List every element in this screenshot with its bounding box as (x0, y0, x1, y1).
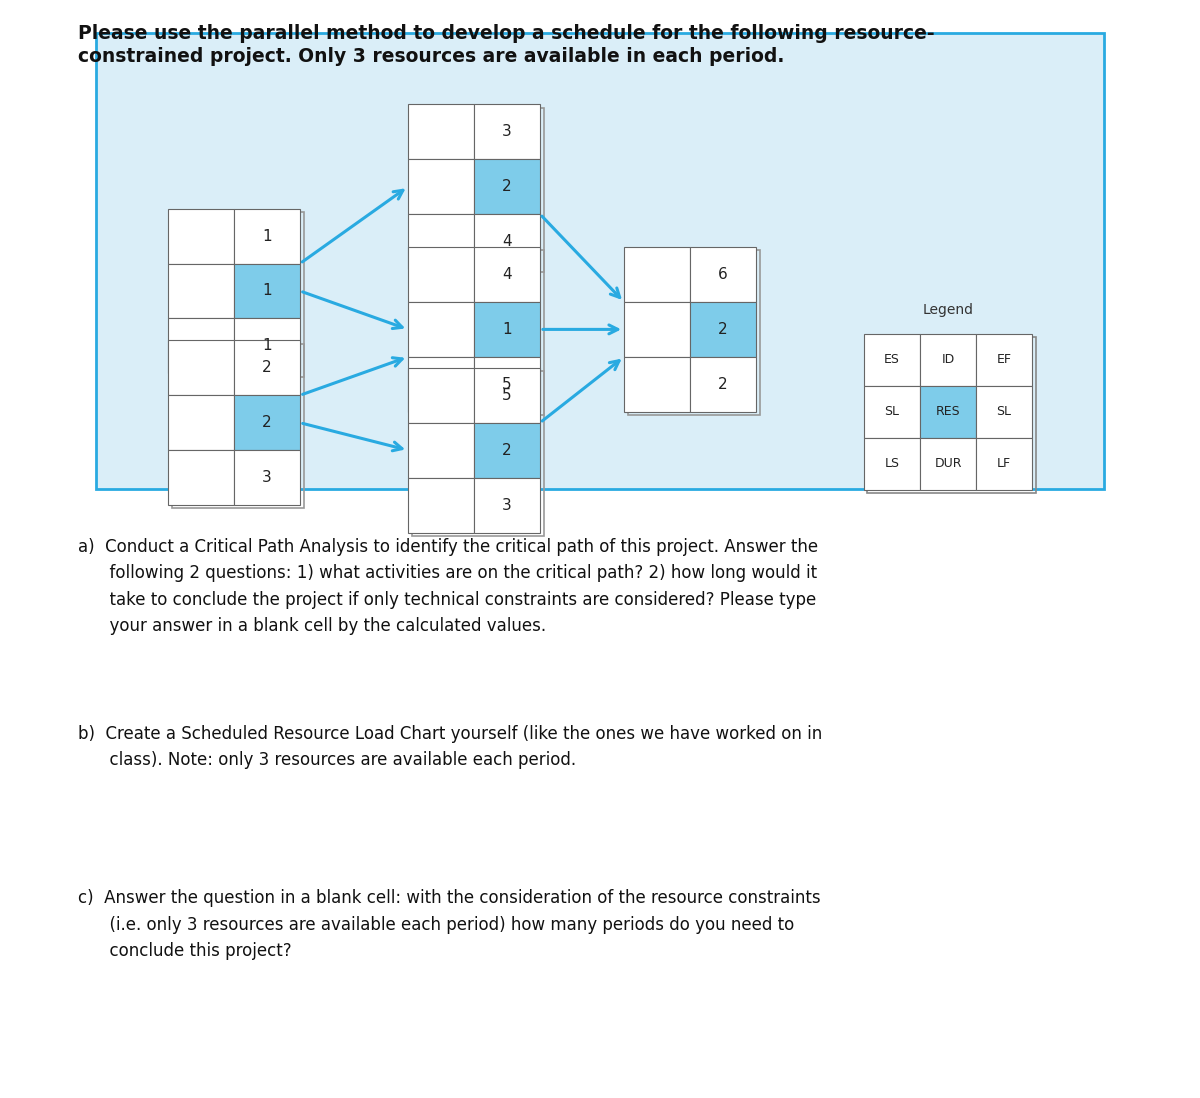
Text: 6: 6 (718, 267, 728, 282)
FancyBboxPatch shape (474, 104, 540, 159)
FancyBboxPatch shape (168, 340, 234, 395)
Text: c)  Answer the question in a blank cell: with the consideration of the resource : c) Answer the question in a blank cell: … (78, 889, 821, 960)
FancyBboxPatch shape (976, 438, 1032, 490)
Text: RES: RES (936, 405, 960, 418)
FancyBboxPatch shape (690, 357, 756, 412)
FancyBboxPatch shape (624, 357, 690, 412)
FancyBboxPatch shape (168, 264, 234, 318)
FancyBboxPatch shape (920, 385, 976, 438)
Text: 1: 1 (262, 228, 272, 244)
FancyBboxPatch shape (408, 214, 474, 269)
FancyBboxPatch shape (408, 357, 474, 412)
Text: SL: SL (997, 405, 1012, 418)
FancyBboxPatch shape (168, 209, 234, 264)
FancyBboxPatch shape (408, 247, 474, 302)
FancyBboxPatch shape (864, 385, 920, 438)
FancyBboxPatch shape (474, 247, 540, 302)
FancyBboxPatch shape (168, 450, 234, 505)
Text: ES: ES (884, 354, 900, 366)
Text: SL: SL (884, 405, 900, 418)
FancyBboxPatch shape (234, 318, 300, 373)
FancyBboxPatch shape (690, 247, 756, 302)
Text: 2: 2 (262, 415, 272, 430)
Text: EF: EF (997, 354, 1012, 366)
FancyBboxPatch shape (976, 334, 1032, 385)
FancyBboxPatch shape (474, 357, 540, 412)
FancyBboxPatch shape (864, 438, 920, 490)
Text: 4: 4 (502, 267, 512, 282)
Text: 3: 3 (502, 124, 512, 139)
Text: 2: 2 (502, 179, 512, 194)
FancyBboxPatch shape (474, 478, 540, 533)
FancyBboxPatch shape (624, 302, 690, 357)
Text: 3: 3 (502, 497, 512, 513)
FancyBboxPatch shape (474, 302, 540, 357)
Text: 1: 1 (262, 338, 272, 354)
FancyBboxPatch shape (474, 368, 540, 423)
FancyBboxPatch shape (624, 247, 690, 302)
Text: 2: 2 (262, 360, 272, 376)
FancyBboxPatch shape (408, 478, 474, 533)
Text: LF: LF (997, 458, 1012, 470)
Text: LS: LS (884, 458, 900, 470)
Text: 2: 2 (718, 377, 728, 392)
FancyBboxPatch shape (168, 395, 234, 450)
FancyBboxPatch shape (474, 423, 540, 478)
FancyBboxPatch shape (234, 209, 300, 264)
Text: Please use the parallel method to develop a schedule for the following resource-: Please use the parallel method to develo… (78, 24, 935, 43)
Text: 5: 5 (502, 377, 512, 392)
Text: 2: 2 (718, 322, 728, 337)
FancyBboxPatch shape (864, 334, 920, 385)
Text: b)  Create a Scheduled Resource Load Chart yourself (like the ones we have worke: b) Create a Scheduled Resource Load Char… (78, 725, 822, 769)
FancyBboxPatch shape (976, 385, 1032, 438)
FancyBboxPatch shape (408, 368, 474, 423)
FancyBboxPatch shape (920, 438, 976, 490)
FancyBboxPatch shape (474, 214, 540, 269)
FancyBboxPatch shape (474, 159, 540, 214)
FancyBboxPatch shape (96, 33, 1104, 489)
Text: 3: 3 (262, 470, 272, 485)
FancyBboxPatch shape (234, 450, 300, 505)
Text: 1: 1 (502, 322, 512, 337)
Text: Legend: Legend (923, 303, 973, 317)
Text: 4: 4 (502, 234, 512, 249)
Text: 1: 1 (262, 283, 272, 299)
Text: ID: ID (941, 354, 955, 366)
FancyBboxPatch shape (408, 302, 474, 357)
FancyBboxPatch shape (920, 334, 976, 385)
Text: constrained project. Only 3 resources are available in each period.: constrained project. Only 3 resources ar… (78, 47, 785, 66)
FancyBboxPatch shape (408, 104, 474, 159)
FancyBboxPatch shape (408, 423, 474, 478)
FancyBboxPatch shape (234, 395, 300, 450)
Text: DUR: DUR (935, 458, 961, 470)
FancyBboxPatch shape (690, 302, 756, 357)
FancyBboxPatch shape (168, 318, 234, 373)
Text: a)  Conduct a Critical Path Analysis to identify the critical path of this proje: a) Conduct a Critical Path Analysis to i… (78, 538, 818, 636)
FancyBboxPatch shape (234, 340, 300, 395)
Text: 5: 5 (502, 388, 512, 403)
FancyBboxPatch shape (408, 159, 474, 214)
FancyBboxPatch shape (234, 264, 300, 318)
Text: 2: 2 (502, 442, 512, 458)
